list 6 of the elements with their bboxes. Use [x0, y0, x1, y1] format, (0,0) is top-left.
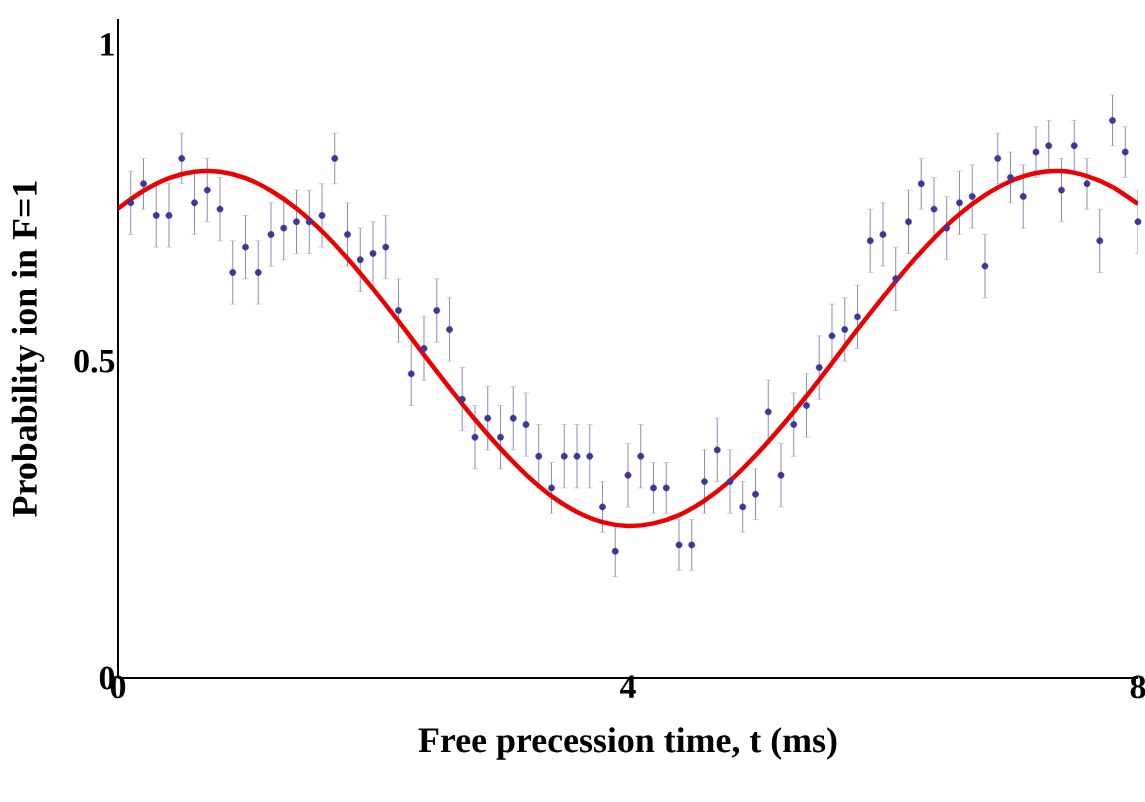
- y-tick-label: 1: [101, 33, 114, 56]
- x-axis-title: Free precession time, t (ms): [418, 727, 837, 760]
- x-tick-label: 8: [1130, 675, 1145, 699]
- y-tick-label: 0.5: [74, 349, 115, 373]
- y-axis-title: Probability ion in F=1: [11, 181, 45, 517]
- line-series: [118, 168, 1138, 529]
